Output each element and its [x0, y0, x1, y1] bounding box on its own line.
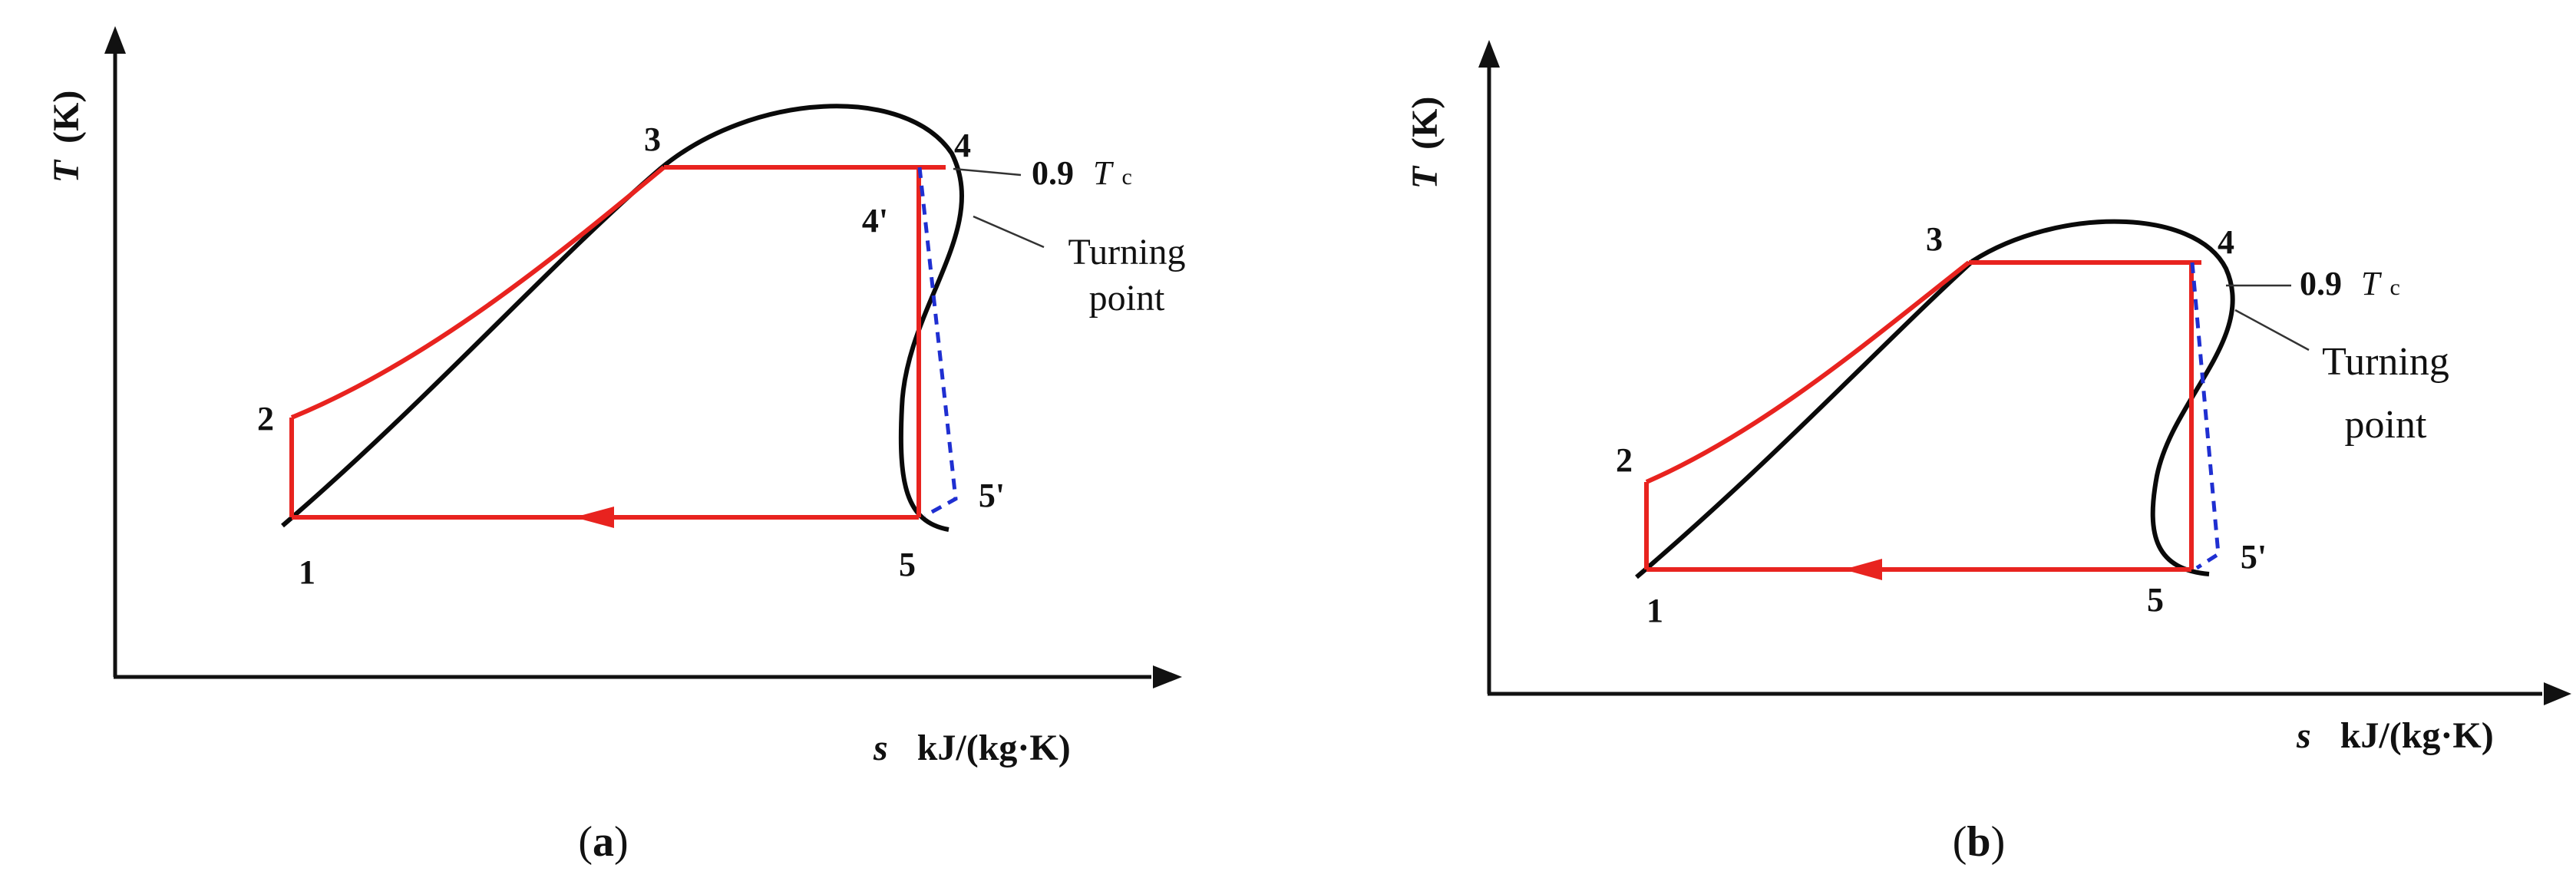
panel-b-turning-point-leader: [2234, 309, 2310, 352]
panel-b-x-axis-label: s kJ/(kg·K): [2296, 715, 2494, 756]
panel-b-flow-arrow: [1844, 559, 1882, 580]
panel-b-cycle: [1644, 260, 2201, 572]
panel-a-turning-point-leader: [973, 215, 1045, 249]
panel-b-axes: [1478, 40, 2571, 705]
panel-b-state-4: 4: [2218, 223, 2234, 261]
panel-a-dashed-expansion: [917, 167, 958, 518]
panel-a-isotherm-symbol: T: [1093, 154, 1115, 192]
panel-a-y-axis-label: T (K): [46, 91, 87, 183]
panel-a-state-4: 4: [954, 127, 971, 164]
panel-a-state-5-prime: 5': [979, 477, 1005, 514]
panel-b-state-5: 5: [2147, 581, 2164, 619]
panel-b-isotherm-value: 0.9: [2300, 265, 2342, 302]
panel-a-axes: [104, 26, 1182, 688]
panel-b-caption: (b): [1953, 818, 2005, 866]
panel-a-state-2: 2: [257, 400, 274, 437]
panel-a: 1 2 3 4 4' 5 5' 0.9 T c Turning point T …: [46, 26, 1185, 866]
panel-a-x-arrowhead: [1153, 665, 1182, 688]
panel-a-x-axis-label: s kJ/(kg·K): [873, 728, 1071, 768]
panel-a-turning-label-line1: Turning: [1068, 232, 1186, 272]
panel-a-isotherm-leader: [953, 167, 1022, 177]
panel-a-state-5: 5: [899, 546, 916, 583]
panel-a-state-1: 1: [299, 553, 315, 591]
panel-b-turning-label-line2: point: [2345, 403, 2427, 447]
panel-a-cycle: [289, 165, 946, 520]
panel-a-caption: (a): [578, 818, 628, 866]
panel-a-flow-arrow: [574, 507, 614, 528]
panel-b: 1 2 3 4 5 5' 0.9 T c Turning point T (K)…: [1405, 40, 2571, 866]
panel-a-state-3: 3: [644, 120, 661, 158]
panel-a-y-arrowhead: [104, 26, 126, 54]
panel-b-saturation-dome: [1635, 219, 2235, 579]
panel-b-state-3: 3: [1926, 220, 1943, 258]
panel-b-dashed-expansion: [2190, 262, 2221, 570]
panel-b-y-axis-label: T (K): [1405, 97, 1445, 190]
panel-b-state-1: 1: [1646, 592, 1663, 629]
panel-b-isotherm-subscript: c: [2389, 275, 2399, 300]
panel-b-x-arrowhead: [2544, 682, 2571, 705]
panel-b-y-arrowhead: [1478, 40, 1500, 68]
panel-a-isotherm-label: 0.9 T c: [1032, 154, 1132, 192]
panel-a-state-4-prime: 4': [862, 202, 888, 239]
panel-a-saturation-dome: [281, 104, 964, 532]
panel-b-isotherm-symbol: T: [2361, 265, 2383, 302]
panel-b-isotherm-label: 0.9 T c: [2300, 265, 2400, 302]
panel-b-state-5-prime: 5': [2241, 538, 2267, 576]
panel-b-process-2-3: [1645, 260, 1970, 484]
panel-a-isotherm-value: 0.9: [1032, 154, 1074, 192]
panel-a-turning-label-line2: point: [1089, 278, 1165, 319]
panel-b-turning-label-line1: Turning: [2322, 340, 2449, 384]
panel-a-isotherm-subscript: c: [1121, 164, 1131, 190]
panel-b-state-2: 2: [1616, 441, 1633, 479]
panel-a-process-2-3: [290, 165, 665, 420]
